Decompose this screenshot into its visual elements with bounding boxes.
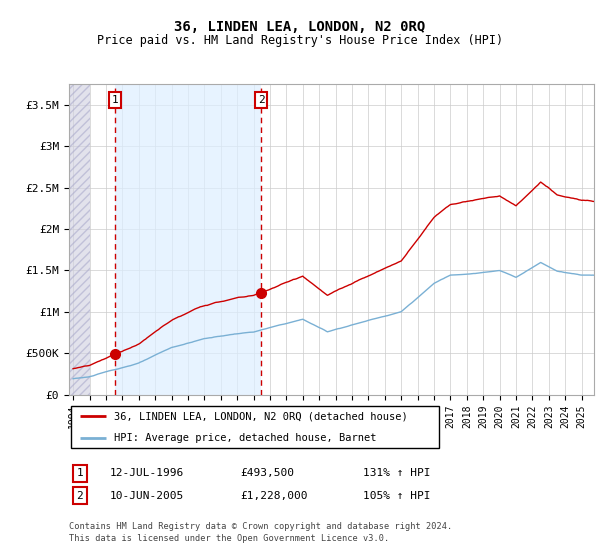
Text: 2: 2 <box>258 95 265 105</box>
Text: 2: 2 <box>76 491 83 501</box>
Text: 36, LINDEN LEA, LONDON, N2 0RQ: 36, LINDEN LEA, LONDON, N2 0RQ <box>175 20 425 34</box>
Bar <box>69 84 89 395</box>
Text: 105% ↑ HPI: 105% ↑ HPI <box>363 491 431 501</box>
Text: 10-JUN-2005: 10-JUN-2005 <box>110 491 184 501</box>
Text: £1,228,000: £1,228,000 <box>240 491 308 501</box>
Text: 12-JUL-1996: 12-JUL-1996 <box>110 468 184 478</box>
Text: 1: 1 <box>112 95 118 105</box>
Text: HPI: Average price, detached house, Barnet: HPI: Average price, detached house, Barn… <box>113 433 376 443</box>
Text: Price paid vs. HM Land Registry's House Price Index (HPI): Price paid vs. HM Land Registry's House … <box>97 34 503 46</box>
Bar <box>115 84 261 395</box>
Text: This data is licensed under the Open Government Licence v3.0.: This data is licensed under the Open Gov… <box>69 534 389 543</box>
FancyBboxPatch shape <box>71 405 439 449</box>
Text: Contains HM Land Registry data © Crown copyright and database right 2024.: Contains HM Land Registry data © Crown c… <box>69 522 452 531</box>
Text: £493,500: £493,500 <box>240 468 294 478</box>
Text: 1: 1 <box>76 468 83 478</box>
Text: 131% ↑ HPI: 131% ↑ HPI <box>363 468 431 478</box>
Text: 36, LINDEN LEA, LONDON, N2 0RQ (detached house): 36, LINDEN LEA, LONDON, N2 0RQ (detached… <box>113 411 407 421</box>
